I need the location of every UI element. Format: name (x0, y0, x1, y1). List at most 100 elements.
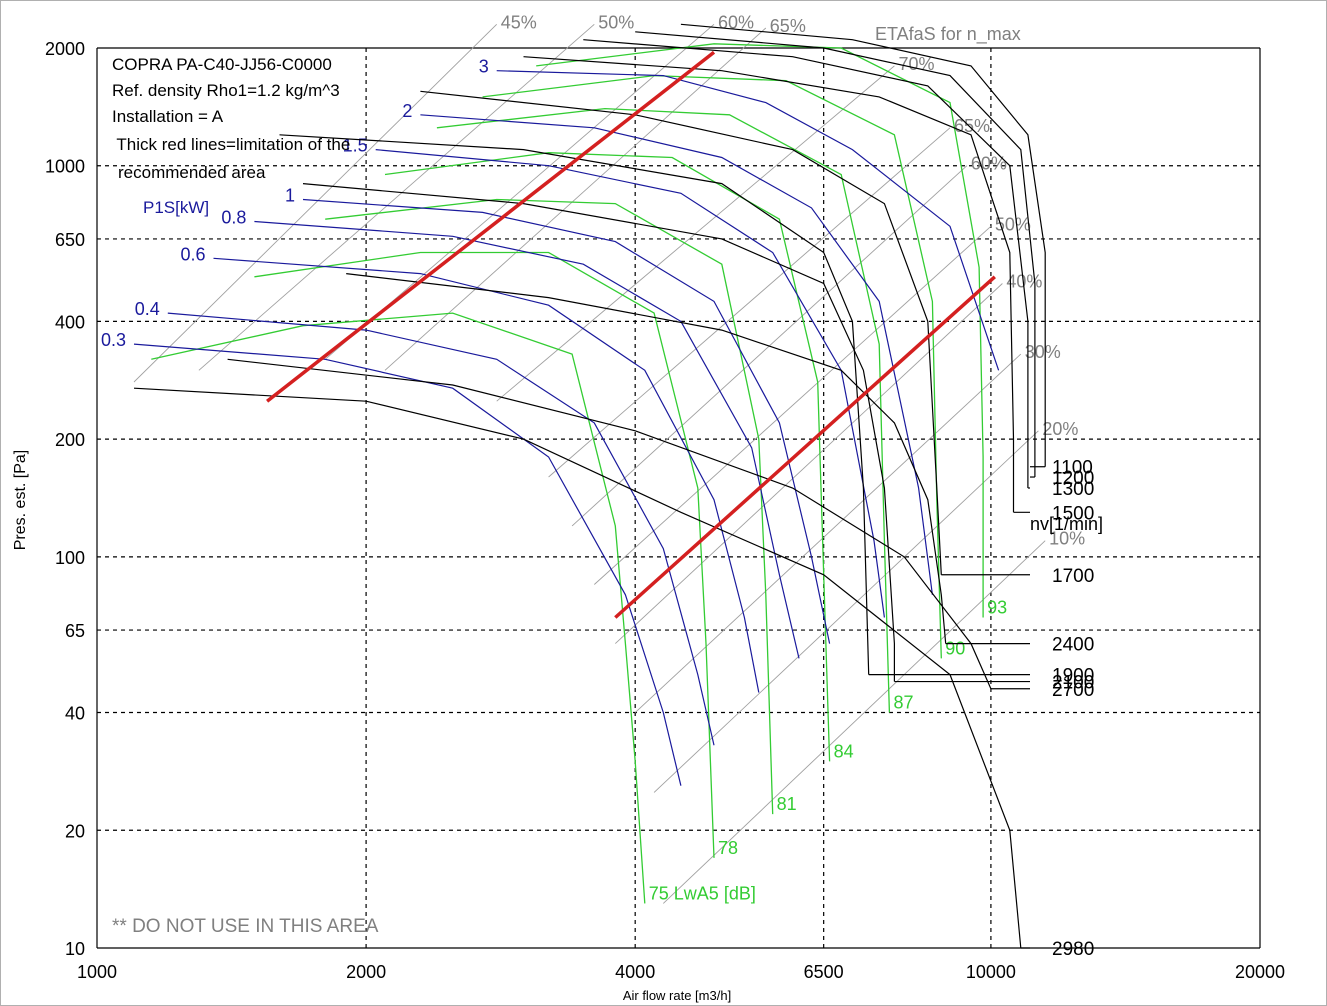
noise-label: 78 (718, 838, 738, 858)
power-curve (496, 70, 1000, 371)
efficiency-lines: 45% 50% 60% 65% 70% 65% 60% 50% 40% 30% 20% 10% (133, 12, 1085, 904)
efficiency-line (653, 430, 1039, 793)
speed-curve (635, 31, 1036, 477)
power-label: 0.6 (180, 244, 205, 264)
speed-curve (583, 39, 1029, 488)
efficiency-line (593, 225, 992, 585)
axes: 1000 2000 4000 6500 10000 20000 10 20 40 65 100 200… (45, 39, 1285, 982)
power-curve (302, 198, 831, 644)
noise-curve (254, 251, 715, 858)
power-label: 1.5 (343, 136, 368, 156)
efficiency-line (133, 23, 498, 383)
noise-curve (151, 312, 646, 904)
noise-label: 84 (834, 741, 854, 761)
x-tick-label: 4000 (615, 962, 655, 982)
info-text-density: Ref. density Rho1=1.2 kg/m^3 (112, 81, 340, 100)
power-label: 0.3 (101, 330, 126, 350)
efficiency-label: 40% (1006, 271, 1042, 291)
power-curve (254, 220, 800, 659)
noise-curve (536, 43, 984, 618)
power-label: 3 (479, 57, 489, 77)
power-curve (420, 114, 933, 595)
noise-label: 81 (777, 794, 797, 814)
speed-label: 1300 (1052, 479, 1094, 500)
noise-curve (325, 198, 774, 815)
info-text-installation: Installation = A (112, 107, 224, 126)
y-tick-label: 40 (65, 704, 85, 724)
noise-label: 75 LwA5 [dB] (649, 883, 756, 903)
y-axis-label: Pres. est. [Pa] (12, 450, 29, 550)
speed-curve (133, 387, 1022, 949)
efficiency-line (548, 127, 951, 478)
power-curve (133, 343, 682, 786)
speed-curve (279, 134, 870, 675)
efficiency-line (198, 23, 595, 371)
y-tick-label: 10 (65, 939, 85, 959)
efficiency-label: 45% (501, 12, 537, 32)
x-tick-label: 20000 (1235, 962, 1285, 982)
efficiency-label: 65% (954, 116, 990, 136)
power-curve (213, 257, 760, 693)
noise-label: 93 (987, 597, 1007, 617)
speed-label: 1100 (1052, 458, 1093, 479)
eta-header: ETAfaS for n_max (875, 24, 1021, 45)
x-tick-label: 2000 (346, 962, 386, 982)
y-tick-label: 400 (55, 312, 85, 332)
power-label: 2 (402, 101, 412, 121)
y-tick-label: 100 (55, 548, 85, 568)
info-text-limitation: Thick red lines=limitation of the (112, 135, 350, 154)
efficiency-label: 50% (598, 12, 634, 32)
power-curve (375, 149, 885, 618)
efficiency-label: 60% (718, 12, 754, 32)
grid (96, 47, 1261, 949)
limit-line (266, 50, 716, 403)
limit-line (614, 275, 996, 619)
y-tick-label: 65 (65, 621, 85, 641)
efficiency-label: 20% (1042, 419, 1078, 439)
efficiency-line (634, 353, 1022, 713)
speed-label: 1700 (1052, 566, 1094, 587)
efficiency-label: 70% (898, 54, 934, 74)
y-tick-label: 20 (65, 821, 85, 841)
efficiency-label: 30% (1025, 342, 1061, 362)
power-curve (167, 312, 715, 746)
speed-label: 2700 (1052, 680, 1094, 701)
power-label: 0.4 (135, 299, 160, 319)
info-text-recommended: recommended area (118, 163, 266, 182)
speed-curve (302, 183, 896, 682)
y-tick-label: 650 (55, 230, 85, 250)
noise-label: 90 (945, 638, 965, 658)
speed-label: 2980 (1052, 939, 1094, 960)
speed-curve (523, 56, 1015, 513)
x-axis-label: Air flow rate [m3/h] (623, 988, 731, 1003)
efficiency-label: 50% (995, 214, 1031, 234)
speed-label: 1900 (1052, 666, 1094, 687)
efficiency-line (614, 283, 1003, 644)
speed-header: nv[1/min] (1030, 514, 1103, 534)
warning-text: ** DO NOT USE IN THIS AREA (112, 916, 379, 937)
efficiency-label: 65% (770, 16, 806, 36)
efficiency-line (496, 65, 895, 402)
power-label: 0.8 (221, 208, 246, 228)
y-tick-label: 2000 (45, 39, 85, 59)
x-tick-label: 1000 (77, 962, 117, 982)
noise-curve (436, 107, 891, 713)
noise-label: 87 (893, 693, 913, 713)
efficiency-label: 10% (1049, 529, 1085, 549)
info-text-model: COPRA PA-C40-JJ56-C0000 (112, 55, 332, 74)
efficiency-label: 60% (971, 154, 1007, 174)
info-box: COPRA PA-C40-JJ56-C0000 Ref. density Rho… (112, 55, 350, 182)
limit-lines (266, 50, 996, 619)
speed-curve (680, 23, 1046, 467)
power-label: 1 (285, 185, 295, 205)
y-tick-label: 200 (55, 430, 85, 450)
speed-label: 1500 (1052, 503, 1094, 524)
efficiency-line (662, 540, 1046, 904)
x-tick-label: 10000 (966, 962, 1016, 982)
power-curves: 3 2 1.5 1 0.8 0.6 0.4 0.3 (101, 57, 1000, 786)
power-header: P1S[kW] (143, 198, 209, 217)
